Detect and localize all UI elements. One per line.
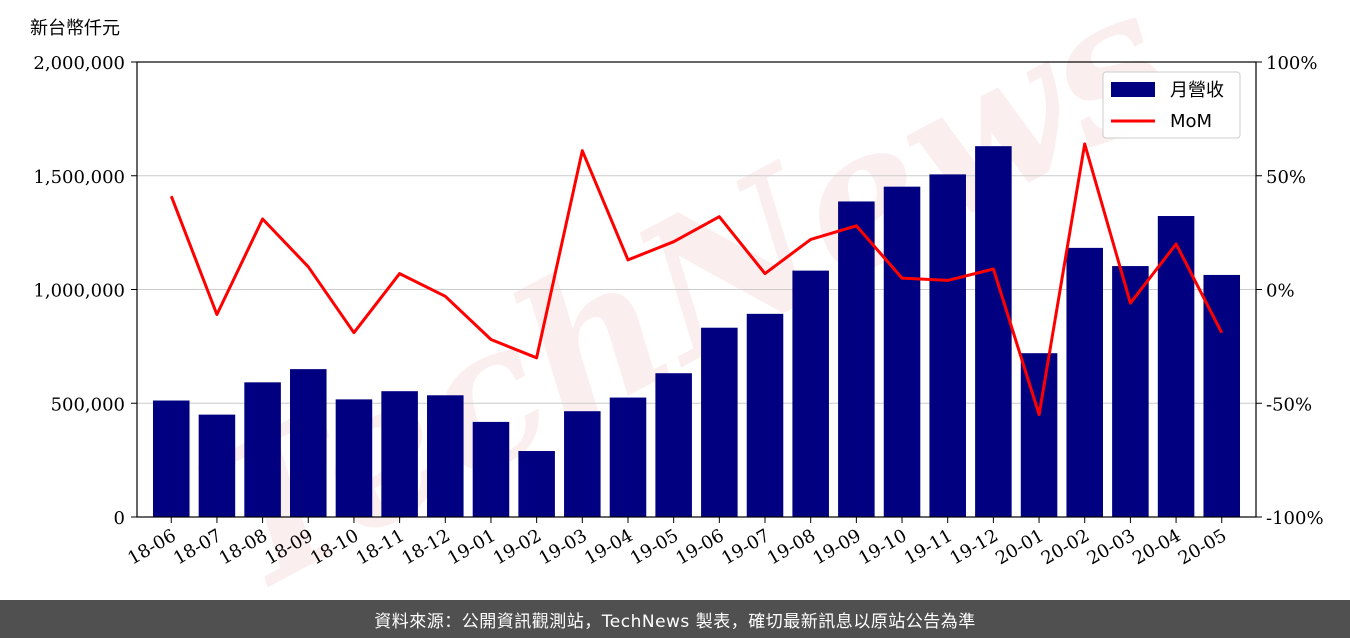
bar: [472, 421, 510, 517]
bar: [152, 400, 190, 517]
bar: [792, 270, 829, 517]
x-tick-label: 19-06: [672, 525, 727, 569]
legend-swatch-bar: [1111, 82, 1155, 97]
x-tick-label: 19-05: [627, 525, 682, 569]
bar: [335, 399, 373, 517]
x-tick-label: 20-05: [1175, 525, 1230, 569]
left-tick-label: 0: [114, 508, 125, 529]
x-tick-label: 18-07: [170, 525, 225, 569]
mom-line: [169, 142, 1224, 417]
bar: [1203, 274, 1241, 517]
x-tick-label: 19-10: [855, 525, 910, 569]
bar: [746, 313, 784, 517]
right-tick-label: -50%: [1266, 394, 1312, 415]
bar: [427, 395, 464, 517]
legend: 月營收 MoM: [1102, 71, 1241, 139]
left-tick-label: 2,000,000: [33, 53, 125, 74]
legend-label-line: MoM: [1170, 111, 1212, 132]
left-tick-label: 1,000,000: [33, 281, 125, 302]
x-tick-label: 20-03: [1083, 525, 1138, 569]
x-tick-label: 19-11: [901, 525, 956, 569]
bar: [564, 411, 601, 517]
x-tick-label: 20-04: [1129, 525, 1184, 569]
bar: [198, 414, 236, 517]
bar: [655, 373, 692, 517]
bar: [381, 391, 418, 517]
source-footer-text: 資料來源：公開資訊觀測站，TechNews 製表，確切最新訊息以原站公告為準: [374, 611, 976, 632]
bar: [244, 382, 281, 517]
line-series: [169, 142, 1224, 417]
bar: [518, 451, 555, 517]
left-axis: 0 500,000 1,000,000 1,500,000 2,000,000: [33, 53, 137, 529]
legend-label-bar: 月營收: [1170, 80, 1224, 101]
right-tick-label: 50%: [1266, 167, 1306, 188]
chart: TechNews 0500,0001,000,0001,500,0002,000…: [30, 0, 1324, 600]
right-tick-label: 100%: [1266, 53, 1317, 74]
x-tick-label: 19-08: [764, 525, 819, 569]
bar: [929, 174, 966, 517]
bar: [1112, 266, 1149, 517]
source-footer: 資料來源：公開資訊觀測站，TechNews 製表，確切最新訊息以原站公告為準: [0, 600, 1350, 638]
x-tick-label: 19-12: [946, 525, 1001, 569]
x-tick-label: 18-06: [124, 525, 179, 569]
x-tick-label: 19-02: [490, 525, 545, 569]
x-tick-label: 19-09: [809, 525, 864, 569]
bar: [975, 146, 1012, 518]
bar: [883, 186, 921, 518]
y-axis-unit-label: 新台幣仟元: [30, 18, 120, 39]
bar-series: [152, 146, 1241, 518]
bar: [838, 201, 875, 517]
x-tick-label: 20-01: [992, 525, 1047, 569]
left-tick-label: 1,500,000: [33, 167, 125, 188]
right-tick-label: -100%: [1266, 508, 1324, 529]
bar: [290, 369, 327, 517]
x-tick-label: 19-03: [535, 525, 590, 569]
right-tick-label: 0%: [1266, 281, 1295, 302]
x-tick-label: 20-02: [1038, 525, 1093, 569]
x-tick-label: 19-07: [718, 525, 773, 569]
bar: [701, 327, 738, 517]
right-axis: -100% -50% 0% 50% 100%: [1256, 53, 1324, 529]
left-tick-label: 500,000: [51, 394, 125, 415]
x-tick-label: 19-04: [581, 525, 636, 569]
bar: [609, 397, 647, 517]
bar: [1066, 247, 1103, 517]
